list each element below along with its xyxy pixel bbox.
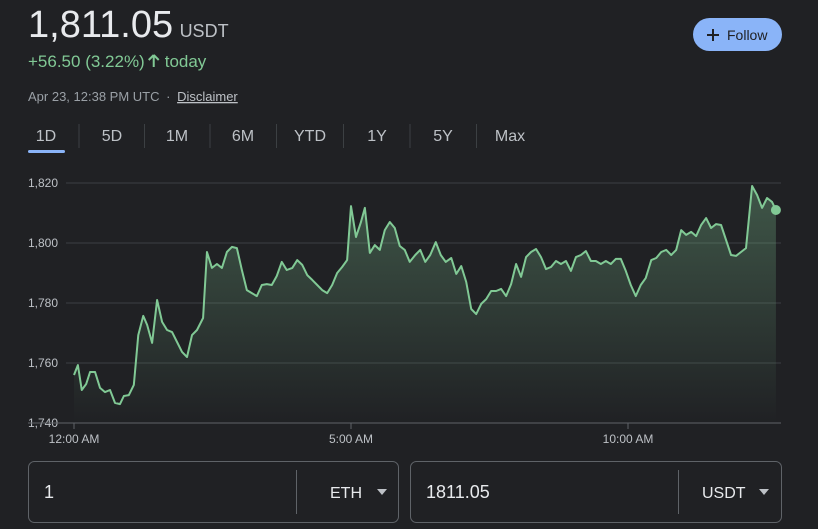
follow-label[interactable]: Follow (727, 27, 768, 43)
change: +56.50 (3.22%) (28, 52, 145, 71)
x-tick-label: 5:00 AM (329, 432, 373, 446)
y-tick-label: 1,800 (28, 236, 58, 250)
range-tab[interactable]: 6M (232, 128, 254, 145)
converter: 1 ETH 1811.05 USDT (28, 461, 782, 523)
currency: USDT (180, 21, 229, 41)
range-tabs: 1D 5D 1M 6M YTD 1Y 5Y Max (28, 124, 525, 153)
dropdown-icon[interactable] (759, 489, 769, 495)
y-tick-label: 1,820 (28, 176, 58, 190)
price-area (74, 186, 776, 423)
to-box[interactable] (410, 461, 782, 523)
price: 1,811.05 (28, 4, 173, 46)
follow-button[interactable]: Follow (693, 18, 782, 51)
range-tab[interactable]: 5D (102, 128, 122, 145)
from-unit[interactable]: ETH (330, 485, 362, 502)
y-tick-label: 1,780 (28, 296, 58, 310)
range-tab[interactable]: 1D (36, 128, 56, 145)
selected-tab-indicator (28, 150, 65, 153)
to-unit[interactable]: USDT (702, 485, 746, 502)
follow-button-bg[interactable] (693, 18, 782, 51)
plus-icon (707, 29, 719, 41)
range-tab[interactable]: YTD (294, 128, 326, 145)
to-amount[interactable]: 1811.05 (426, 482, 490, 502)
range-tab[interactable]: 1Y (367, 128, 387, 145)
separator: · (166, 89, 170, 104)
last-point (770, 205, 781, 215)
range-tab[interactable]: 1M (166, 128, 188, 145)
price-line: 1,811.05 USDT (28, 4, 229, 46)
disclaimer-link[interactable]: Disclaimer (177, 89, 238, 104)
from-amount[interactable]: 1 (44, 482, 54, 502)
x-tick-label: 12:00 AM (49, 432, 100, 446)
timestamp: Apr 23, 12:38 PM UTC (28, 89, 160, 104)
y-tick-label: 1,760 (28, 356, 58, 370)
timestamp-line: Apr 23, 12:38 PM UTC · Disclaimer (28, 89, 238, 104)
change-period: today (165, 52, 207, 71)
range-tab[interactable]: 5Y (433, 128, 453, 145)
x-tick-label: 10:00 AM (603, 432, 654, 446)
range-tab[interactable]: Max (495, 128, 525, 145)
price-line (73, 185, 777, 406)
from-box[interactable] (28, 461, 399, 523)
up-arrow-icon (148, 54, 160, 67)
dropdown-icon[interactable] (377, 489, 387, 495)
